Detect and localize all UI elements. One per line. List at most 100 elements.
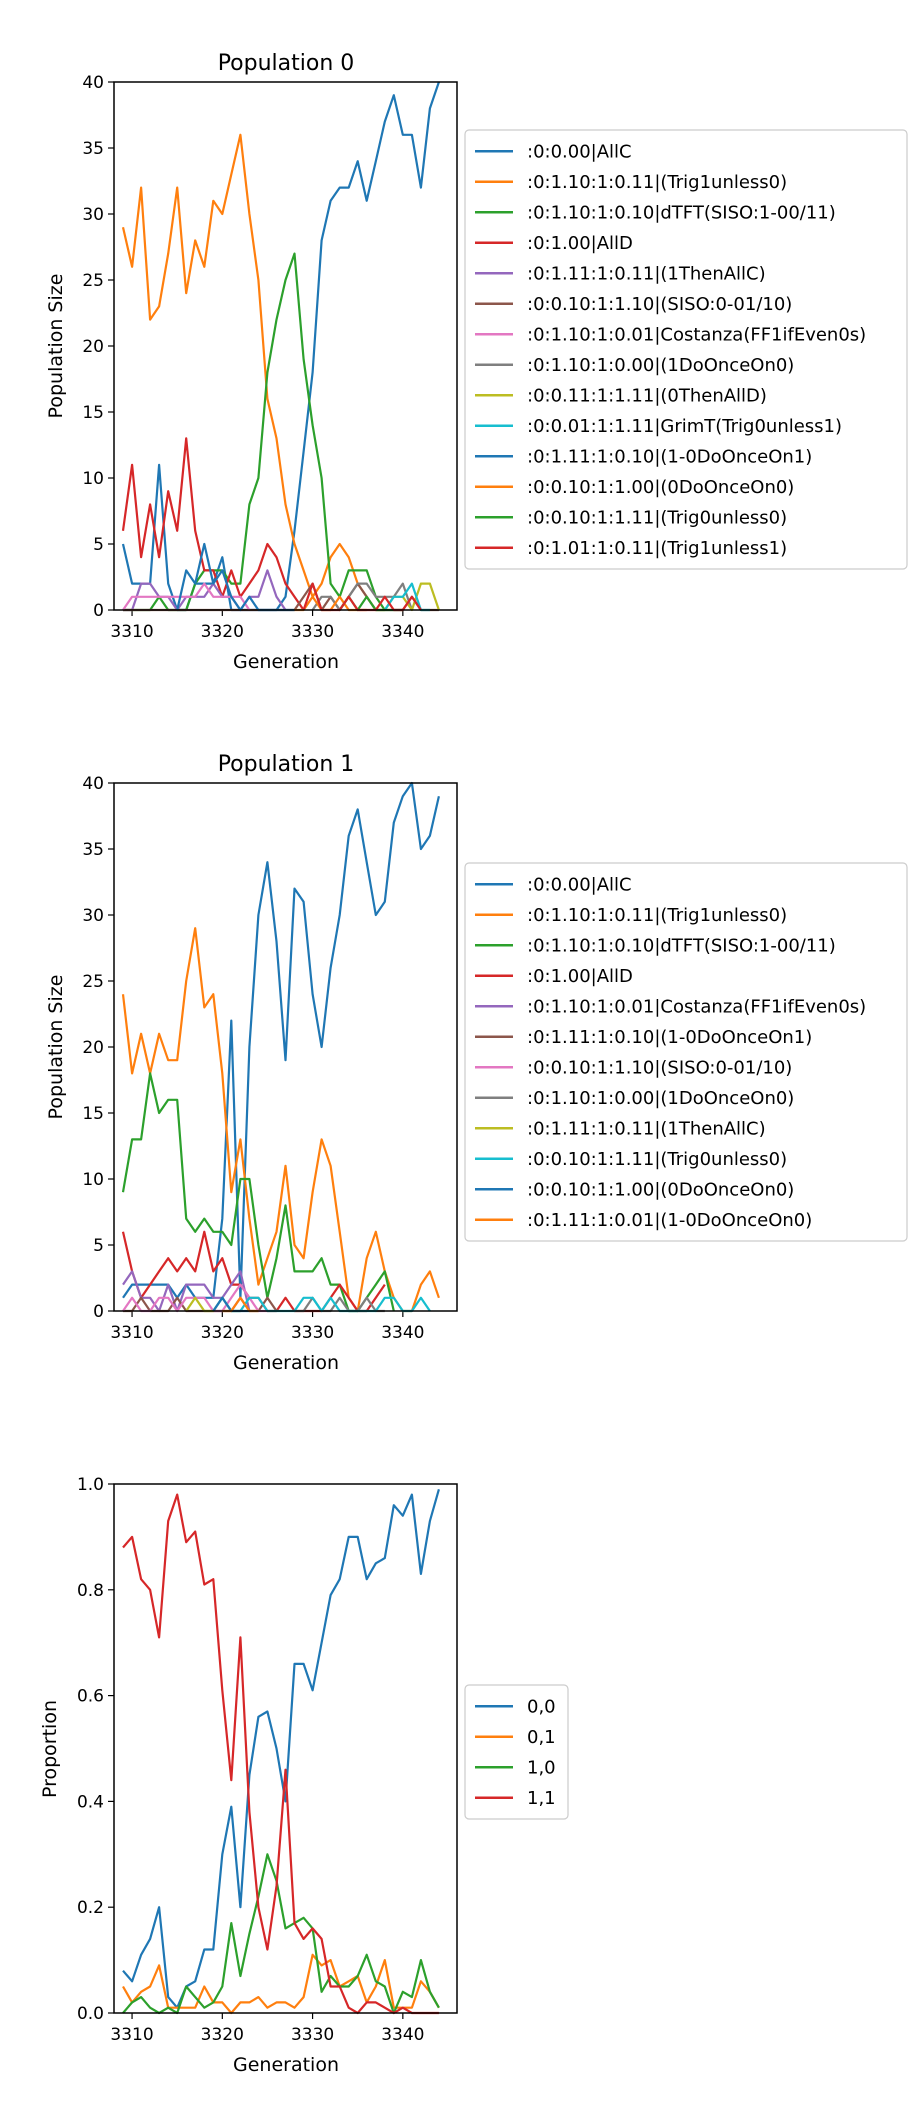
series-line-0-1-10-1-0-00-1doonceon0 — [294, 1296, 385, 1313]
series-line-1-1 — [122, 1493, 439, 2015]
y-tick-label: 35 — [82, 139, 104, 159]
legend-label: 1,0 — [527, 1757, 556, 1778]
y-axis-label: Population Size — [45, 274, 67, 419]
legend-label: :0:1.10:1:0.01|Costanza(FF1ifEven0s) — [527, 324, 866, 345]
x-axis-label: Generation — [233, 1352, 339, 1374]
x-tick-label: 3330 — [291, 2025, 334, 2045]
y-tick-label: 30 — [82, 205, 104, 225]
y-tick-label: 0 — [93, 601, 104, 621]
series-line-0-1-10-1-0-01-costanza-ff1ifeven0s — [122, 582, 251, 611]
legend-label: :0:1.10:1:0.11|(Trig1unless0) — [527, 905, 787, 926]
legend-label: 0,1 — [527, 1727, 556, 1748]
legend-box — [464, 862, 908, 1242]
series-line-0-1-11-1-0-11-1thenallc — [123, 569, 287, 612]
legend-label: :0:1.11:1:0.10|(1-0DoOnceOn1) — [527, 1027, 812, 1048]
legend-label: :0:1.10:1:0.11|(Trig1unless0) — [527, 172, 787, 193]
legend-label: :0:1.11:1:0.11|(1ThenAllC) — [527, 1118, 766, 1139]
y-tick-label: 20 — [82, 337, 104, 357]
y-tick-label: 10 — [82, 469, 104, 489]
series-lines — [121, 781, 440, 1313]
y-axis-label: Proportion — [39, 1700, 61, 1798]
x-tick-label: 3340 — [381, 622, 424, 642]
legend-label: :0:1.11:1:0.11|(1ThenAllC) — [527, 263, 766, 284]
legend-label: :0:0.00|AllC — [527, 874, 632, 895]
x-tick-label: 3340 — [381, 2025, 424, 2045]
axes-frame — [113, 81, 458, 611]
legend-label: :0:0.10:1:1.00|(0DoOnceOn0) — [527, 477, 794, 498]
plot-area: 0 5 10 15 20 25 30 35 40 3310 3320 3330 3340 — [82, 774, 440, 1343]
y-tick-label: 40 — [82, 774, 104, 794]
legend-label: :0:0.11:1:1.11|(0ThenAllD) — [527, 385, 767, 406]
legend-label: :0:1.00|AllD — [527, 966, 633, 987]
x-tick-label: 3310 — [110, 622, 153, 642]
legend: :0:0.00|AllC:0:1.10:1:0.11|(Trig1unless0… — [464, 129, 908, 570]
legend-label: :0:0.10:1:1.10|(SISO:0-01/10) — [527, 294, 792, 315]
y-tick-label: 0.0 — [77, 2004, 104, 2024]
legend-label: :0:1.11:1:0.01|(1-0DoOnceOn0) — [527, 1210, 812, 1231]
series-line-0-0-00-allc — [121, 81, 440, 612]
series-line-0-0 — [122, 1488, 440, 2009]
x-tick-label: 3320 — [201, 1323, 244, 1343]
legend: 0,0 0,1 1,0 1,1 — [464, 1684, 569, 1820]
legend-label: :0:1.10:1:0.00|(1DoOnceOn0) — [527, 355, 794, 376]
series-line-0-1-00-alld — [121, 437, 305, 611]
y-axis-label: Population Size — [45, 975, 67, 1120]
series-line-0-0-00-allc — [122, 781, 440, 1299]
legend-label: :0:1.01:1:0.11|(Trig1unless1) — [527, 538, 787, 559]
series-lines — [122, 1488, 440, 2015]
axes-frame — [113, 782, 458, 1312]
legend-label: :0:1.11:1:0.10|(1-0DoOnceOn1) — [527, 446, 812, 467]
y-tick-label: 25 — [82, 972, 104, 992]
y-tick-label: 5 — [93, 535, 104, 555]
series-line-0-1 — [122, 1953, 440, 2015]
x-tick-label: 3330 — [291, 622, 334, 642]
axes-frame — [113, 1483, 458, 2014]
x-tick-label: 3310 — [110, 2025, 153, 2045]
legend-label: 1,1 — [527, 1788, 556, 1809]
y-tick-label: 10 — [82, 1170, 104, 1190]
series-line-0-1-11-1-0-10-1-0doonceon1 — [176, 542, 295, 612]
y-tick-label: 0.6 — [77, 1687, 104, 1707]
x-tick-label: 3340 — [381, 1323, 424, 1343]
y-tick-label: 25 — [82, 271, 104, 291]
legend-label: 0,0 — [527, 1696, 556, 1717]
legend-label: :0:0.10:1:1.10|(SISO:0-01/10) — [527, 1057, 792, 1078]
legend-label: :0:1.10:1:0.01|Costanza(FF1ifEven0s) — [527, 996, 866, 1017]
plot-area: 0 5 10 15 20 25 30 35 40 3310 3320 3330 3340 — [82, 73, 440, 642]
panel-proportion: 0.0 0.2 0.4 0.6 0.8 1.0 3310 3320 3330 3340 Gener… — [39, 1475, 569, 2076]
x-tick-label: 3320 — [201, 622, 244, 642]
series-line-0-1-10-1-0-11-trig1unless0 — [121, 133, 377, 611]
y-tick-label: 0.4 — [77, 1792, 104, 1812]
x-tick-label: 3330 — [291, 1323, 334, 1343]
y-tick-label: 5 — [93, 1236, 104, 1256]
legend-label: :0:0.01:1:1.11|GrimT(Trig0unless1) — [527, 416, 842, 437]
series-line-0-1-10-1-0-10-dtft-siso-1-00-11 — [121, 1072, 395, 1313]
legend-label: :0:0.10:1:1.11|(Trig0unless0) — [527, 507, 787, 528]
y-tick-label: 20 — [82, 1038, 104, 1058]
y-tick-label: 1.0 — [77, 1475, 104, 1495]
panel-population-1: Population 1 0 5 10 15 20 25 30 35 40 3310 3320 333… — [45, 752, 908, 1374]
legend-label: :0:1.10:1:0.10|dTFT(SISO:1-00/11) — [527, 935, 836, 956]
x-tick-label: 3310 — [110, 1323, 153, 1343]
series-line-1-0 — [122, 1853, 440, 2015]
y-tick-label: 35 — [82, 840, 104, 860]
y-tick-label: 15 — [82, 1104, 104, 1124]
chart-title: Population 0 — [218, 51, 355, 76]
x-axis-label: Generation — [233, 2054, 339, 2076]
legend-label: :0:1.00|AllD — [527, 233, 633, 254]
legend-box — [464, 1684, 569, 1820]
y-tick-label: 0 — [93, 1302, 104, 1322]
legend-label: :0:1.10:1:0.00|(1DoOnceOn0) — [527, 1088, 794, 1109]
legend-label: :0:0.10:1:1.11|(Trig0unless0) — [527, 1149, 787, 1170]
x-axis-label: Generation — [233, 651, 339, 673]
legend: :0:0.00|AllC :0:1.10:1:0.11|(Trig1unless0… — [464, 862, 908, 1242]
y-tick-label: 0.8 — [77, 1581, 104, 1601]
x-tick-label: 3320 — [201, 2025, 244, 2045]
legend-label: :0:0.10:1:1.00|(0DoOnceOn0) — [527, 1179, 794, 1200]
series-line-0-1-10-1-0-00-1doonceon0 — [311, 582, 413, 612]
legend-label: :0:1.10:1:0.10|dTFT(SISO:1-00/11) — [527, 202, 836, 223]
y-tick-label: 30 — [82, 906, 104, 926]
series-line-0-1-10-1-0-01-costanza-ff1ifeven0s — [122, 1270, 251, 1313]
series-lines — [121, 81, 440, 612]
